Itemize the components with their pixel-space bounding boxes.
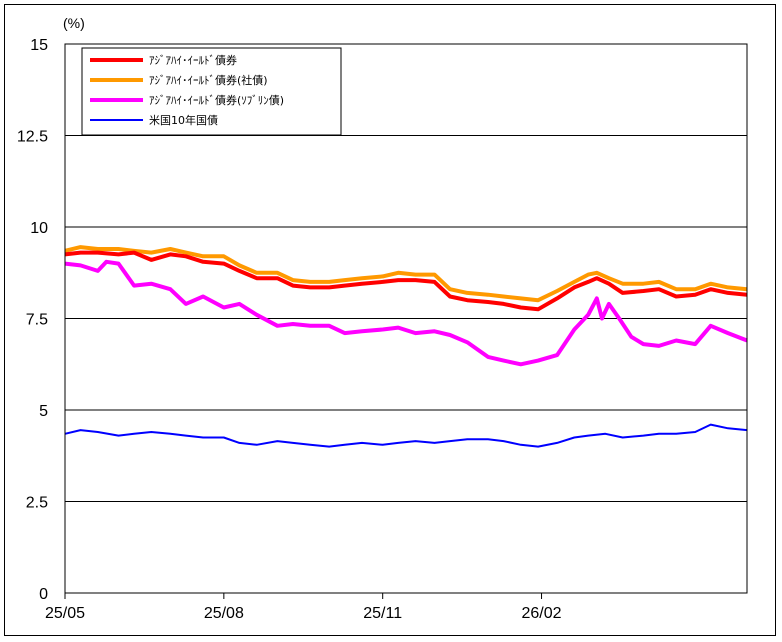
- legend-label: ｱｼﾞｱﾊｲ･ｲｰﾙﾄﾞ債券(社債): [149, 73, 268, 87]
- y-tick-label: 5: [39, 403, 48, 420]
- legend-label: ｱｼﾞｱﾊｲ･ｲｰﾙﾄﾞ債券: [149, 53, 237, 67]
- x-tick-label: 25/05: [45, 605, 85, 622]
- y-tick-label: 0: [39, 586, 48, 603]
- y-axis-unit: (%): [63, 15, 85, 31]
- plot-area-border: [64, 43, 748, 594]
- y-tick-labels: 0 2.5 5 7.5 10 12.5 15: [17, 37, 48, 603]
- x-tick-label: 26/02: [522, 605, 562, 622]
- series-line-1: [64, 250, 748, 312]
- y-tick-label: 10: [30, 220, 48, 237]
- x-tick-labels: 25/05 25/08 25/11 26/02: [45, 593, 562, 622]
- y-tick-label: 12.5: [17, 129, 48, 146]
- y-tick-label: 2.5: [26, 495, 48, 512]
- legend-label: ｱｼﾞｱﾊｲ･ｲｰﾙﾄﾞ債券(ｿﾌﾞﾘﾝ債): [149, 93, 284, 107]
- legend-label: 米国10年国債: [149, 113, 218, 127]
- series-lines: [64, 245, 748, 448]
- series-line-4: [64, 423, 748, 448]
- x-tick-label: 25/11: [363, 605, 402, 622]
- gridlines: [65, 135, 747, 502]
- series-line-2: [64, 245, 748, 303]
- x-tick-label: 25/08: [204, 605, 244, 622]
- legend: ｱｼﾞｱﾊｲ･ｲｰﾙﾄﾞ債券 ｱｼﾞｱﾊｲ･ｲｰﾙﾄﾞ債券(社債) ｱｼﾞｱﾊｲ･ｲ…: [81, 47, 342, 136]
- series-line-3: [64, 259, 748, 367]
- y-tick-label: 7.5: [26, 312, 48, 329]
- y-tick-label: 15: [30, 37, 48, 54]
